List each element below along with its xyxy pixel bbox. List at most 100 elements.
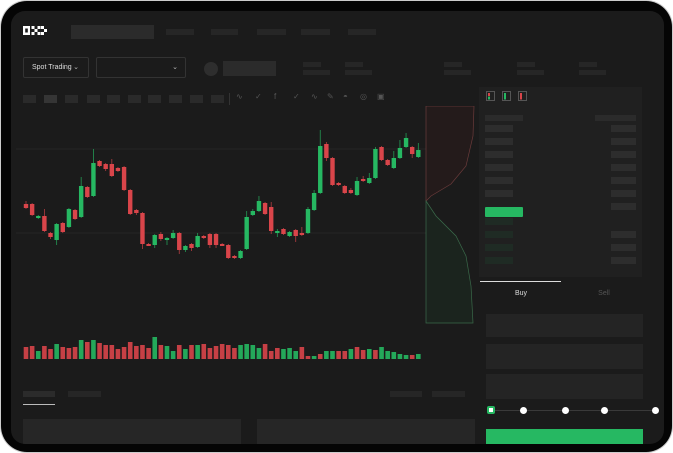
search-bar[interactable] [71, 25, 154, 39]
timeframe-button[interactable] [128, 95, 141, 103]
volume-bar [146, 348, 151, 359]
nav-item[interactable] [166, 29, 194, 35]
volume-bar [403, 355, 409, 359]
volume-bar [134, 346, 139, 359]
order-amount [611, 190, 636, 197]
candle-body [60, 223, 65, 232]
timeframe-button[interactable] [211, 95, 224, 103]
volume-bar [232, 348, 237, 359]
volume-bar [219, 344, 225, 359]
spot-trading-dropdown[interactable]: Spot Trading ⌄ [23, 57, 89, 78]
check-icon[interactable]: ✓ [293, 92, 300, 101]
candle-body [134, 210, 139, 213]
candle-body [91, 163, 96, 196]
order-amount [611, 231, 636, 238]
volume-bar [23, 347, 29, 359]
candle-body [354, 181, 360, 195]
ask-price[interactable] [485, 190, 513, 197]
ask-price[interactable] [485, 151, 513, 158]
nav-item[interactable] [211, 29, 238, 35]
pencil-icon[interactable]: ✎ [327, 92, 334, 101]
candle-body [97, 161, 102, 166]
timeframe-button[interactable] [190, 95, 203, 103]
candle-body [275, 231, 280, 233]
ask-price[interactable] [485, 138, 513, 145]
ask-price[interactable] [485, 164, 513, 171]
slider-handle[interactable] [487, 406, 495, 414]
volume-bar [287, 348, 292, 359]
volume-bar [311, 356, 317, 359]
line-icon[interactable]: ∿ [236, 92, 243, 101]
candle-body [299, 233, 305, 235]
candlestick-chart[interactable] [11, 106, 481, 376]
volume-bar [225, 345, 231, 359]
volume-bar [256, 348, 262, 359]
buy-button[interactable] [486, 429, 643, 444]
amount-input[interactable] [486, 344, 643, 369]
nav-item[interactable] [301, 29, 330, 35]
volume-bar [189, 345, 194, 359]
candle-body [170, 233, 176, 238]
timeframe-button[interactable] [169, 95, 182, 103]
stat-label [303, 62, 321, 67]
nav-item[interactable] [257, 29, 286, 35]
candle-body [330, 158, 335, 185]
target-icon[interactable]: ◎ [360, 92, 367, 101]
candle-body [115, 168, 121, 171]
bid-price[interactable] [485, 257, 513, 264]
candle-body [379, 147, 384, 160]
tab-sell[interactable]: Sell [598, 290, 610, 297]
wave-icon[interactable]: ∿ [311, 92, 318, 101]
bid-price[interactable] [485, 231, 513, 238]
tab-indicator [480, 281, 561, 282]
volume-bar [379, 347, 384, 359]
slider-step[interactable] [652, 407, 659, 414]
bid-price[interactable] [485, 218, 513, 225]
timeframe-button[interactable] [44, 95, 57, 103]
slider-step[interactable] [520, 407, 527, 414]
gauge-icon[interactable]: ◓ [343, 92, 348, 101]
volume-bar [262, 344, 268, 359]
check-icon[interactable]: ✓ [255, 92, 262, 101]
nav-item[interactable] [348, 29, 376, 35]
timeframe-button[interactable] [107, 95, 120, 103]
orderbook-layout-icons[interactable] [486, 91, 534, 101]
timeframe-button[interactable] [87, 95, 100, 103]
timeframe-button[interactable] [23, 95, 36, 103]
slider-track[interactable] [491, 410, 656, 411]
tab-open-orders[interactable] [23, 391, 55, 397]
volume-bar [85, 342, 90, 359]
pair-dropdown[interactable]: ⌄ [96, 57, 186, 78]
tab-buy[interactable]: Buy [514, 290, 528, 297]
volume-bar [35, 351, 41, 359]
candle-body [324, 144, 329, 158]
candle-body [121, 167, 127, 190]
expand-icon[interactable]: ▣ [377, 92, 385, 101]
tab-order-history[interactable] [68, 391, 101, 397]
candle-body [164, 238, 170, 240]
candle-body [232, 256, 237, 258]
slider-step[interactable] [601, 407, 608, 414]
ask-price[interactable] [485, 177, 513, 184]
filter-button[interactable] [432, 391, 465, 397]
orderbook-header-amount [595, 115, 636, 121]
slider-step[interactable] [562, 407, 569, 414]
stat-label [579, 62, 597, 67]
timeframe-button[interactable] [148, 95, 161, 103]
fx-icon[interactable]: f [274, 92, 277, 101]
volume-bar [195, 345, 200, 359]
timeframe-button[interactable] [65, 95, 78, 103]
total-input[interactable] [486, 374, 643, 399]
candle-body [238, 251, 243, 258]
volume-bar [416, 354, 421, 359]
bid-price[interactable] [485, 244, 513, 251]
volume-bar [183, 349, 188, 359]
ask-price[interactable] [485, 125, 513, 132]
filter-button[interactable] [390, 391, 422, 397]
price-input[interactable] [486, 314, 643, 337]
volume-bar [213, 346, 219, 359]
candle-body [360, 179, 366, 181]
stat-label [517, 62, 535, 67]
candle-body [409, 147, 415, 154]
tab-underline [23, 404, 55, 405]
